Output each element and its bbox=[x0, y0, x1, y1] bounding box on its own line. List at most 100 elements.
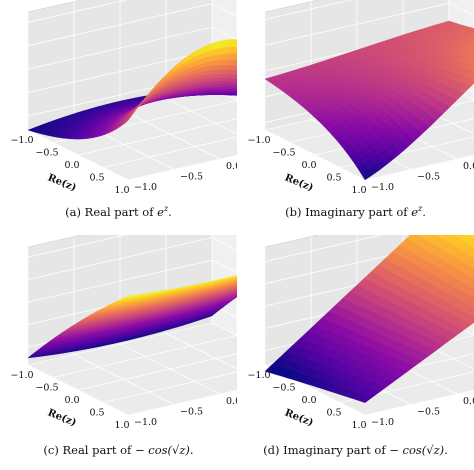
y-tick-label: −0.5 bbox=[180, 407, 203, 418]
panel-d: −1.0−0.50.00.51.0−1.0−0.50.00.51.00.40.2… bbox=[237, 235, 474, 470]
axes-3d bbox=[264, 235, 474, 416]
gridline bbox=[27, 50, 213, 93]
caption-text: (d) Imaginary part of bbox=[263, 443, 390, 457]
caption-c: (c) Real part of − cos(√z). bbox=[0, 443, 237, 457]
surface-plot-a: −1.0−0.50.00.51.0−1.0−0.50.00.51.00.51.0… bbox=[10, 0, 237, 196]
x-tick-label: 0.0 bbox=[301, 395, 316, 406]
x-tick-label: 0.0 bbox=[301, 160, 316, 171]
surface-patch bbox=[124, 110, 136, 124]
gridline bbox=[211, 322, 237, 336]
surface-patch bbox=[471, 276, 474, 280]
x-tick-label: −0.5 bbox=[35, 148, 58, 159]
surface bbox=[27, 275, 237, 359]
x-tick-label: 0.0 bbox=[64, 395, 79, 406]
x-tick-label: 1.0 bbox=[351, 185, 366, 196]
y-tick-label: 0.0 bbox=[226, 161, 237, 172]
y-tick-label: −1.0 bbox=[371, 417, 394, 428]
panel-a: −1.0−0.50.00.51.0−1.0−0.50.00.51.00.51.0… bbox=[0, 0, 237, 235]
caption-suffix: . bbox=[444, 443, 448, 457]
y-tick-label: 0.0 bbox=[226, 396, 237, 407]
panel-b: −1.0−0.50.00.51.0−1.0−0.50.00.51.0−2−101… bbox=[237, 0, 474, 235]
x-tick-label: −0.5 bbox=[35, 383, 58, 394]
surface-plot-c: −1.0−0.50.00.51.0−1.0−0.50.00.51.0−0.6−0… bbox=[10, 235, 237, 431]
caption-suffix: . bbox=[189, 443, 194, 457]
gridline bbox=[27, 259, 213, 303]
surface bbox=[264, 235, 474, 403]
gridline bbox=[27, 0, 128, 23]
y-tick-label: −0.5 bbox=[417, 407, 440, 418]
caption-suffix: . bbox=[422, 204, 426, 219]
x-tick-label: −1.0 bbox=[247, 135, 270, 146]
caption-a: (a) Real part of ez. bbox=[0, 204, 237, 219]
y-tick-label: 0.0 bbox=[463, 396, 474, 407]
surface bbox=[27, 39, 237, 140]
gridline bbox=[102, 371, 237, 403]
x-tick-label: 1.0 bbox=[114, 420, 129, 431]
caption-d: (d) Imaginary part of − cos(√z). bbox=[237, 443, 474, 457]
y-tick-label: −1.0 bbox=[371, 182, 394, 193]
y-tick-label: −1.0 bbox=[134, 182, 157, 193]
gridline bbox=[264, 235, 383, 262]
x-tick-label: −0.5 bbox=[272, 383, 295, 394]
gridline bbox=[448, 87, 474, 101]
y-tick-label: 0.0 bbox=[463, 161, 474, 172]
y-tick-label: −1.0 bbox=[134, 417, 157, 428]
caption-sup: z bbox=[163, 204, 169, 213]
panel-c: −1.0−0.50.00.51.0−1.0−0.50.00.51.0−0.6−0… bbox=[0, 235, 237, 470]
x-axis-label: Re(z) bbox=[283, 172, 315, 193]
gridline bbox=[119, 343, 221, 395]
x-axis-label: Re(z) bbox=[283, 407, 315, 428]
caption-sup: z bbox=[418, 204, 423, 213]
surface-plot-b: −1.0−0.50.00.51.0−1.0−0.50.00.51.0−2−101… bbox=[247, 0, 474, 196]
caption-text: (b) Imaginary part of bbox=[285, 204, 412, 219]
surface-patch bbox=[360, 395, 373, 403]
gridline bbox=[119, 108, 221, 160]
gridline bbox=[448, 322, 474, 336]
surface-patch bbox=[360, 168, 373, 181]
x-tick-label: 0.5 bbox=[326, 173, 341, 184]
gridline bbox=[27, 3, 213, 47]
gridline bbox=[211, 237, 237, 251]
surface bbox=[264, 20, 474, 181]
caption-math: − cos(√z) bbox=[134, 443, 190, 457]
gridline bbox=[27, 26, 213, 70]
gridline bbox=[211, 304, 237, 318]
y-tick-label: −0.5 bbox=[180, 172, 203, 183]
gridline bbox=[264, 2, 450, 46]
gridline bbox=[364, 389, 474, 416]
gridline bbox=[127, 389, 237, 416]
gridline bbox=[211, 259, 237, 274]
x-tick-label: −1.0 bbox=[10, 370, 33, 381]
caption-text: (c) Real part of bbox=[43, 443, 135, 457]
axes-3d bbox=[27, 0, 237, 181]
gridline bbox=[127, 154, 237, 181]
gridline bbox=[211, 3, 237, 17]
x-tick-label: 1.0 bbox=[351, 420, 366, 431]
y-tick-label: −0.5 bbox=[417, 172, 440, 183]
x-axis-label: Re(z) bbox=[46, 172, 78, 193]
gridline bbox=[448, 2, 474, 17]
axes-3d bbox=[264, 0, 474, 181]
x-axis-label: Re(z) bbox=[46, 407, 78, 428]
x-tick-label: 1.0 bbox=[114, 185, 129, 196]
gridline bbox=[27, 237, 213, 280]
gridline bbox=[27, 235, 127, 258]
caption-math: − cos(√z) bbox=[389, 443, 445, 457]
surface-patch bbox=[124, 295, 136, 299]
x-tick-label: 0.5 bbox=[326, 408, 341, 419]
caption-suffix: . bbox=[168, 204, 172, 219]
surface-plot-d: −1.0−0.50.00.51.0−1.0−0.50.00.51.00.40.2… bbox=[247, 235, 474, 431]
caption-math: e bbox=[157, 204, 164, 219]
caption-math: e bbox=[411, 204, 418, 219]
x-tick-label: 0.5 bbox=[89, 173, 104, 184]
gridline bbox=[211, 26, 237, 41]
x-tick-label: −1.0 bbox=[247, 370, 270, 381]
gridline bbox=[102, 136, 237, 168]
gridline bbox=[364, 154, 474, 181]
caption-text: (a) Real part of bbox=[65, 204, 158, 219]
axes-3d bbox=[27, 235, 237, 416]
x-tick-label: −0.5 bbox=[272, 148, 295, 159]
gridline bbox=[165, 333, 237, 370]
x-tick-label: 0.5 bbox=[89, 408, 104, 419]
